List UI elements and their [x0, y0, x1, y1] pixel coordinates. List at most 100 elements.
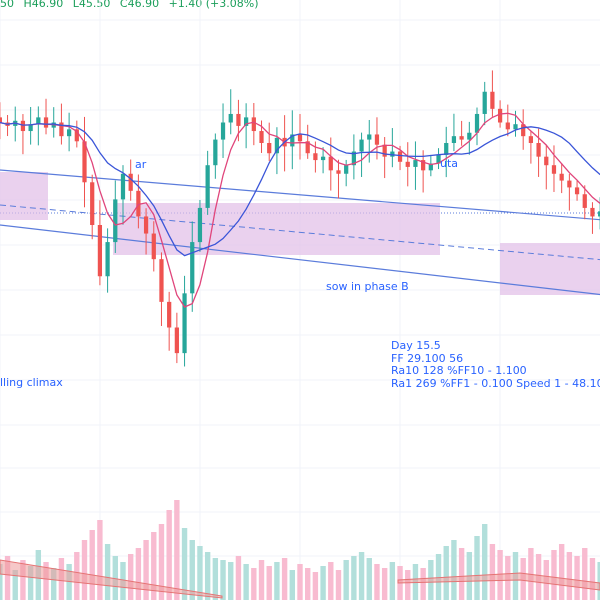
volume-wedge-left: [0, 559, 223, 599]
volume-bar-20: [151, 532, 157, 600]
candle-body-64: [490, 91, 495, 109]
volume-bar-51: [389, 562, 396, 600]
candle-body-43: [328, 156, 333, 171]
volume-bar-23: [174, 500, 180, 600]
volume-bar-41: [312, 572, 319, 600]
candle-body-18: [136, 190, 141, 217]
candle-body-5: [36, 117, 41, 125]
volume-bar-47: [358, 552, 365, 600]
candle-body-52: [397, 151, 403, 162]
candle-body-48: [367, 134, 372, 140]
candle-body-72: [551, 165, 557, 174]
candle-body-8: [59, 122, 64, 137]
candle-body-76: [582, 194, 587, 208]
volume-bar-1: [4, 556, 11, 600]
volume-bar-28: [212, 558, 219, 600]
annotation-sow: sow in phase B: [326, 280, 409, 293]
volume-bar-73: [558, 544, 565, 600]
ohlc-change: +1.40 (+3.08%): [168, 0, 259, 10]
candle-body-73: [559, 173, 564, 181]
volume-bar-4: [27, 566, 34, 600]
volume-bar-11: [81, 540, 88, 600]
candle-body-13: [97, 225, 103, 277]
candle-body-32: [244, 117, 249, 126]
volume-bar-62: [474, 536, 480, 600]
volume-bar-22: [166, 510, 172, 600]
trading-range-zones: [0, 172, 600, 295]
candle-body-12: [90, 182, 95, 225]
volume-bar-31: [235, 556, 242, 600]
candle-body-42: [320, 156, 326, 161]
volume-bar-12: [89, 530, 95, 600]
moving-averages: [0, 112, 600, 308]
candle-body-78: [598, 211, 600, 217]
volume-bar-37: [281, 558, 288, 600]
candle-body-41: [313, 153, 318, 161]
candle-body-0: [0, 117, 2, 123]
candle-body-62: [474, 113, 480, 133]
volume-bar-17: [127, 554, 134, 600]
volume-bar-53: [405, 570, 411, 600]
candle-body-9: [66, 129, 72, 137]
volume-bar-32: [243, 564, 249, 600]
candle-body-45: [344, 165, 349, 174]
volume-bar-14: [104, 544, 111, 600]
candle-body-11: [82, 141, 87, 183]
volume-bar-26: [197, 546, 203, 600]
volume-wedges: [0, 559, 600, 599]
candle-body-27: [205, 165, 210, 208]
volume-bar-2: [12, 570, 18, 600]
ohlc-high: H46.90: [23, 0, 64, 10]
info-line-2: FF 29.100 56: [391, 351, 464, 365]
candle-body-23: [174, 327, 179, 354]
volume-wedge-right: [397, 572, 600, 591]
candle-body-71: [544, 156, 549, 166]
candle-body-31: [236, 113, 241, 126]
candle-body-26: [197, 207, 203, 243]
volume-bar-21: [158, 524, 165, 600]
candle-body-35: [267, 143, 272, 154]
volume-bar-25: [189, 540, 195, 600]
range-zone-1: [113, 203, 440, 255]
candle-body-77: [590, 207, 595, 217]
ohlc-close: C46.90: [119, 0, 160, 10]
volume-bar-6: [43, 562, 49, 600]
info-line-3: Ra10 128 %FF10 - 1.100: [391, 364, 527, 377]
candle-body-58: [444, 143, 449, 155]
candle-body-29: [220, 122, 226, 140]
ma-fast-line: [0, 112, 600, 308]
candle-body-59: [451, 136, 457, 143]
candle-body-34: [259, 131, 264, 143]
ohlc-low: L45.50: [72, 0, 111, 10]
volume-bar-36: [274, 562, 280, 600]
candle-body-69: [528, 136, 534, 143]
candle-body-20: [151, 233, 156, 260]
candle-body-39: [297, 134, 303, 142]
volume-bar-30: [228, 562, 234, 600]
annotation-ar: ar: [135, 158, 147, 171]
volume-bar-60: [458, 548, 465, 600]
candle-body-46: [351, 151, 356, 166]
ohlc-readout: 50 H46.90 L45.50 C46.90 +1.40 (+3.08%): [0, 0, 265, 10]
candles: [0, 70, 600, 367]
volume-bar-29: [220, 560, 226, 600]
volume-bar-15: [112, 556, 118, 600]
volume-bar-45: [343, 560, 349, 600]
volume-bar-0: [0, 564, 3, 600]
candle-body-33: [251, 117, 256, 132]
volume-bar-27: [204, 552, 211, 600]
volume-bar-43: [328, 562, 334, 600]
volume-bar-74: [566, 552, 573, 600]
volume-bar-48: [366, 558, 372, 600]
volume-bar-19: [143, 540, 149, 600]
volume-bar-76: [582, 548, 588, 600]
candle-body-51: [390, 151, 395, 157]
candle-body-24: [182, 293, 187, 354]
candle-body-53: [405, 161, 410, 167]
candle-body-49: [374, 134, 380, 145]
volume-bar-35: [266, 566, 272, 600]
volume-bar-58: [443, 546, 449, 600]
candle-body-15: [113, 199, 118, 243]
